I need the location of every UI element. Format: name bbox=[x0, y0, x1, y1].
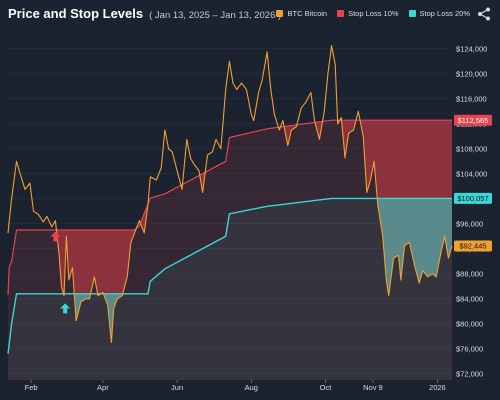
last-value-label-2: $92,445 bbox=[459, 242, 486, 251]
date-range: ( Jan 13, 2025 – Jan 13, 2026 ) bbox=[149, 10, 282, 21]
y-tick-label-4: $88,000 bbox=[456, 269, 483, 278]
y-tick-label-2: $80,000 bbox=[456, 319, 483, 328]
x-tick-label-6: 2026 bbox=[429, 383, 446, 392]
y-tick-label-8: $104,000 bbox=[456, 169, 487, 178]
legend-label-stop-20: Stop Loss 20% bbox=[419, 9, 470, 18]
page-title: Price and Stop Levels bbox=[8, 6, 144, 21]
legend-label-btc: BTC Bitcoin bbox=[287, 9, 328, 18]
header: Price and Stop Levels ( Jan 13, 2025 – J… bbox=[8, 6, 281, 24]
y-tick-label-6: $96,000 bbox=[456, 219, 483, 228]
last-value-label-0: $112,565 bbox=[458, 116, 489, 125]
legend-item-stop-10[interactable]: Stop Loss 10% bbox=[337, 9, 399, 18]
legend-item-stop-20[interactable]: Stop Loss 20% bbox=[408, 9, 470, 18]
y-tick-label-12: $120,000 bbox=[456, 69, 487, 78]
last-value-badge-2 bbox=[454, 240, 492, 252]
stop-10-area bbox=[8, 120, 452, 380]
x-tick-label-2: Jun bbox=[171, 383, 183, 392]
share-icon[interactable] bbox=[476, 6, 492, 22]
legend-swatch-stop-10 bbox=[337, 10, 345, 17]
legend-label-stop-10: Stop Loss 10% bbox=[348, 9, 399, 18]
y-tick-label-0: $72,000 bbox=[456, 369, 483, 378]
legend-swatch-btc bbox=[276, 10, 284, 17]
stop-triggered-up-arrow-icon-1 bbox=[60, 303, 71, 314]
x-tick-label-1: Apr bbox=[97, 383, 109, 392]
series-line-stop-20 bbox=[7, 197, 452, 354]
x-tick-label-4: Oct bbox=[320, 383, 333, 392]
x-tick-label-5: Nov 9 bbox=[363, 383, 383, 392]
y-tick-label-1: $76,000 bbox=[456, 344, 483, 353]
last-value-badge-0 bbox=[454, 114, 492, 126]
legend: BTC Bitcoin Stop Loss 10% Stop Loss 20% bbox=[276, 9, 470, 18]
legend-item-btc[interactable]: BTC Bitcoin bbox=[276, 9, 327, 18]
last-value-badge-1 bbox=[454, 192, 492, 204]
y-tick-label-3: $84,000 bbox=[456, 294, 483, 303]
x-tick-label-3: Aug bbox=[245, 383, 258, 392]
series-line-stop-10 bbox=[7, 119, 452, 296]
last-value-label-1: $100,057 bbox=[457, 194, 488, 203]
y-tick-label-11: $116,000 bbox=[456, 94, 487, 103]
stop-20-area bbox=[8, 198, 452, 380]
x-tick-label-0: Feb bbox=[25, 383, 38, 392]
legend-swatch-stop-20 bbox=[408, 10, 416, 17]
y-tick-label-13: $124,000 bbox=[456, 44, 487, 53]
stop-triggered-up-arrow-icon-0 bbox=[50, 231, 61, 242]
y-tick-label-9: $108,000 bbox=[456, 144, 487, 153]
series-line-btc bbox=[7, 45, 453, 344]
